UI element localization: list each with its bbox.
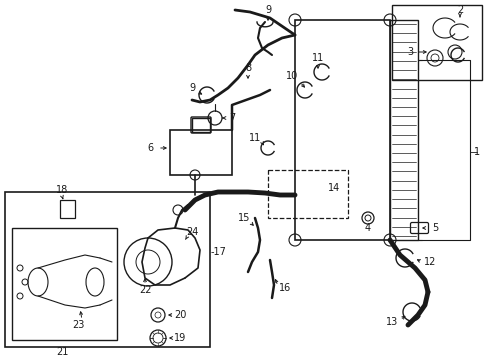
Text: 21: 21 — [56, 347, 68, 357]
Text: 20: 20 — [173, 310, 186, 320]
Text: 1: 1 — [473, 147, 479, 157]
Text: 16: 16 — [278, 283, 290, 293]
Bar — [267, 170, 347, 218]
Text: 11: 11 — [311, 53, 324, 63]
Text: 10: 10 — [285, 71, 298, 81]
Bar — [389, 20, 417, 240]
Text: 18: 18 — [56, 185, 68, 195]
Text: -17: -17 — [210, 247, 225, 257]
Bar — [170, 130, 231, 175]
Text: 3: 3 — [406, 47, 412, 57]
Bar — [60, 200, 75, 218]
Bar — [192, 118, 209, 132]
Bar — [12, 228, 117, 340]
Text: 14: 14 — [327, 183, 340, 193]
Text: 11: 11 — [248, 133, 261, 143]
Text: 4: 4 — [364, 223, 370, 233]
Text: 23: 23 — [72, 320, 84, 330]
Text: 13: 13 — [385, 317, 397, 327]
Text: 6: 6 — [146, 143, 153, 153]
Bar — [294, 20, 389, 240]
Text: 12: 12 — [423, 257, 435, 267]
Text: 24: 24 — [185, 227, 198, 237]
Text: 5: 5 — [431, 223, 437, 233]
Text: 22: 22 — [139, 285, 151, 295]
Text: 15: 15 — [237, 213, 250, 223]
Text: 2: 2 — [456, 5, 462, 15]
Bar — [391, 5, 481, 80]
Text: 8: 8 — [244, 63, 250, 73]
Text: 9: 9 — [264, 5, 270, 15]
Text: 7: 7 — [228, 113, 235, 123]
Text: 9: 9 — [188, 83, 195, 93]
Bar — [5, 192, 209, 347]
Text: 19: 19 — [174, 333, 186, 343]
